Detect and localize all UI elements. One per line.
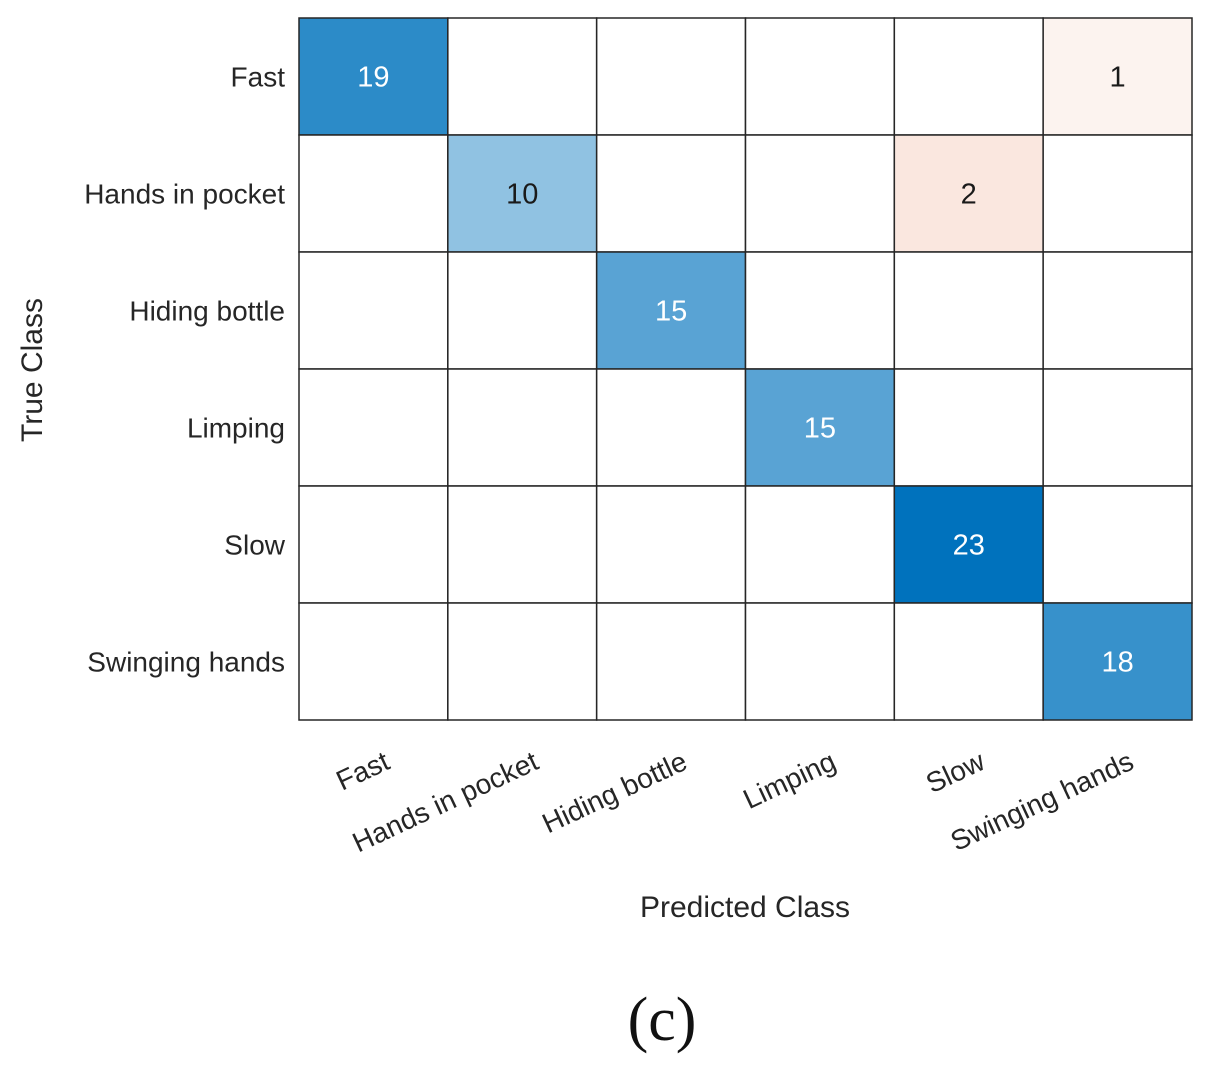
row-tick-label: Hands in pocket: [84, 179, 285, 210]
cell-1-0: [298, 134, 449, 253]
cell-3-2: [595, 368, 747, 487]
cell-1-5: [1042, 134, 1193, 253]
cell-value-2-2: 15: [655, 296, 687, 328]
figure-caption: (c): [628, 986, 697, 1054]
cell-3-1: [447, 368, 598, 487]
cell-0-0: [298, 17, 449, 136]
column-tick-label: Fast: [331, 745, 394, 796]
cell-5-4: [893, 602, 1044, 721]
cell-value-1-1: 10: [506, 179, 538, 211]
cell-5-0: [298, 602, 449, 721]
cell-value-1-4: 2: [961, 179, 977, 211]
cell-1-3: [744, 134, 896, 253]
cell-3-3: [744, 368, 896, 487]
cell-2-5: [1042, 251, 1193, 370]
row-tick-label: Slow: [224, 530, 285, 561]
cell-5-3: [744, 602, 896, 721]
column-tick-label: Limping: [738, 745, 840, 815]
cell-3-0: [298, 368, 449, 487]
cell-0-4: [893, 17, 1044, 136]
cell-0-5: [1042, 17, 1193, 136]
cell-value-0-5: 1: [1110, 62, 1126, 94]
cell-2-4: [893, 251, 1044, 370]
cell-4-1: [447, 485, 598, 604]
matrix-cells: 19 1 10 2 15 15 23 18: [298, 17, 1193, 721]
column-tick-label: Hiding bottle: [537, 745, 691, 839]
row-tick-label: Fast: [231, 62, 286, 93]
cell-value-0-0: 19: [357, 62, 389, 94]
cell-0-2: [595, 17, 747, 136]
cell-5-1: [447, 602, 598, 721]
cell-2-1: [447, 251, 598, 370]
cell-3-5: [1042, 368, 1193, 487]
cell-0-1: [447, 17, 598, 136]
cell-1-2: [595, 134, 747, 253]
cell-4-5: [1042, 485, 1193, 604]
cell-2-3: [744, 251, 896, 370]
row-tick-labels: Fast Hands in pocket Hiding bottle Limping S…: [84, 62, 286, 678]
cell-value-4-4: 23: [953, 530, 985, 562]
cell-5-5: [1042, 602, 1193, 721]
cell-1-1: [447, 134, 598, 253]
column-tick-label: Slow: [921, 745, 990, 799]
row-tick-label: Swinging hands: [87, 647, 285, 678]
cell-5-2: [595, 602, 747, 721]
row-tick-label: Hiding bottle: [129, 296, 285, 327]
cell-4-2: [595, 485, 747, 604]
y-axis-label: True Class: [16, 298, 49, 442]
cell-2-2: [595, 251, 747, 370]
row-tick-label: Limping: [187, 413, 285, 444]
cell-3-4: [893, 368, 1044, 487]
x-axis-label: Predicted Class: [640, 891, 850, 924]
cell-1-4: [893, 134, 1044, 253]
cell-4-3: [744, 485, 896, 604]
cell-0-3: [744, 17, 896, 136]
cell-2-0: [298, 251, 449, 370]
cell-value-5-5: 18: [1101, 647, 1133, 679]
cell-value-3-3: 15: [804, 413, 836, 445]
cell-4-0: [298, 485, 449, 604]
